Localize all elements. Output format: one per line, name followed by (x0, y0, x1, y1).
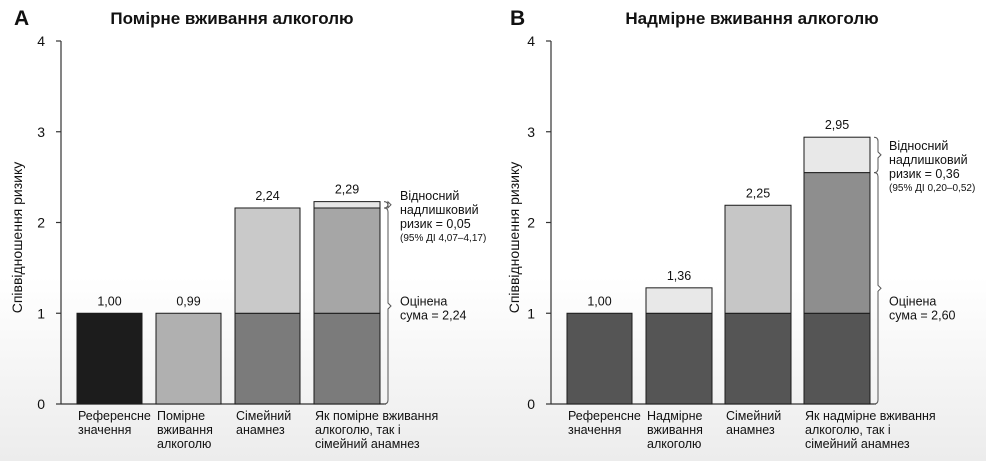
annotation-brace (873, 136, 882, 174)
x-tick-label: Як надмірне вживання (805, 409, 936, 423)
panel-letter: B (510, 7, 525, 30)
x-tick-label: Помірне (157, 409, 205, 423)
bar-segment (803, 172, 871, 314)
estimated-sum-annotation: сума = 2,60 (889, 308, 956, 322)
annotation-brace (873, 172, 882, 405)
x-tick-label: Як помірне вживання (315, 409, 438, 423)
bar-segment (313, 207, 381, 314)
x-tick-label: анамнез (236, 423, 285, 437)
bar-segment (155, 312, 222, 405)
bar-segment (724, 312, 792, 405)
x-tick-label: Сімейний (236, 409, 291, 423)
bar-segment (234, 312, 301, 405)
x-tick-label: сімейний анамнез (805, 437, 910, 451)
chart-panel-B: B Надмірне вживання алкоголю Співвідношенн… (506, 7, 975, 451)
y-axis-label: Співвідношення ризику (506, 162, 522, 314)
chart-title: Надмірне вживання алкоголю (625, 9, 878, 28)
excess-risk-annotation: Відносний (400, 189, 459, 203)
y-tick-label: 2 (37, 215, 45, 231)
panel-letter: A (14, 7, 29, 30)
annotation-brace (383, 207, 392, 405)
y-tick-label: 4 (527, 33, 535, 49)
y-axis-label: Співвідношення ризику (9, 162, 25, 314)
y-tick-label: 3 (37, 124, 45, 140)
estimated-sum-annotation: Оцінена (400, 294, 447, 308)
bar-value-label: 1,00 (587, 294, 611, 308)
x-tick-label: алкоголю, так і (315, 423, 401, 437)
excess-risk-annotation: надлишковий (889, 153, 968, 167)
x-tick-label: Референсне (78, 409, 151, 423)
bar-value-label: 2,24 (255, 189, 279, 203)
y-tick-label: 2 (527, 215, 535, 231)
x-tick-label: Сімейний (726, 409, 781, 423)
annotation-brace (383, 200, 392, 210)
y-tick-label: 3 (527, 124, 535, 140)
x-tick-label: вживання (157, 423, 213, 437)
excess-risk-annotation: ризик = 0,36 (889, 167, 960, 181)
chart-panel-A: A Помірне вживання алкоголю Співвідношення… (9, 7, 486, 451)
excess-risk-annotation: ризик = 0,05 (400, 217, 471, 231)
estimated-sum-annotation: Оцінена (889, 294, 936, 308)
bar-value-label: 1,00 (97, 294, 121, 308)
bar-segment (313, 201, 381, 209)
x-tick-label: вживання (647, 423, 703, 437)
bar-segment (234, 207, 301, 314)
excess-risk-annotation: Відносний (889, 139, 948, 153)
x-tick-label: значення (78, 423, 131, 437)
estimated-sum-annotation: сума = 2,24 (400, 308, 467, 322)
y-tick-label: 0 (527, 396, 535, 412)
x-tick-label: алкоголю, так і (805, 423, 891, 437)
x-tick-label: Надмірне (647, 409, 702, 423)
bar-segment (803, 136, 871, 174)
bar-segment (76, 312, 143, 405)
bar-segment (645, 287, 713, 314)
x-tick-label: сімейний анамнез (315, 437, 420, 451)
bar-segment (803, 312, 871, 405)
y-tick-label: 1 (37, 305, 45, 321)
bar-value-label: 2,29 (335, 183, 359, 197)
bar-segment (313, 312, 381, 405)
confidence-interval-annotation: (95% ДІ 0,20–0,52) (889, 183, 975, 194)
bar-segment (645, 312, 713, 405)
chart-title: Помірне вживання алкоголю (110, 9, 353, 28)
excess-risk-annotation: надлишковий (400, 203, 479, 217)
bar-value-label: 0,99 (176, 294, 200, 308)
y-tick-label: 0 (37, 396, 45, 412)
x-tick-label: значення (568, 423, 621, 437)
bar-value-label: 2,25 (746, 186, 770, 200)
x-tick-label: алкоголю (157, 437, 211, 451)
x-tick-label: алкоголю (647, 437, 701, 451)
y-tick-label: 4 (37, 33, 45, 49)
bar-segment (724, 204, 792, 314)
x-tick-label: Референсне (568, 409, 641, 423)
bar-segment (566, 312, 633, 405)
bar-value-label: 1,36 (667, 269, 691, 283)
confidence-interval-annotation: (95% ДІ 4,07–4,17) (400, 233, 486, 244)
bar-value-label: 2,95 (825, 118, 849, 132)
x-tick-label: анамнез (726, 423, 775, 437)
y-tick-label: 1 (527, 305, 535, 321)
